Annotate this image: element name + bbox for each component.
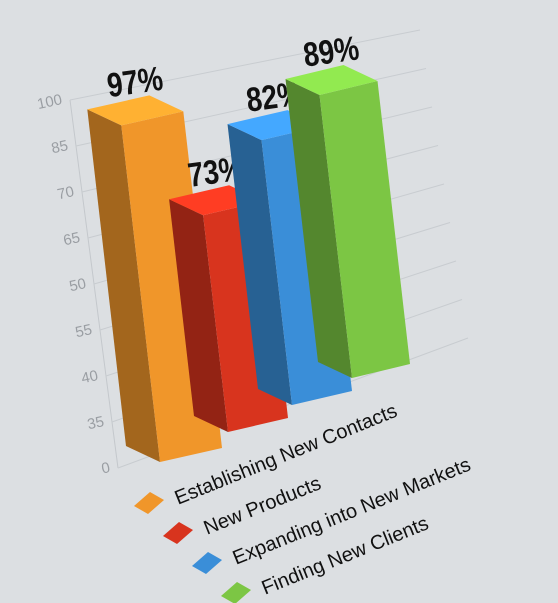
legend-swatch [163, 522, 193, 544]
legend-swatch [134, 492, 164, 514]
bar-side [87, 109, 160, 463]
y-tick-label: 65 [62, 229, 82, 249]
bar-side [169, 199, 228, 432]
bar-side [227, 124, 292, 405]
y-tick-label: 70 [56, 183, 76, 203]
bar-top [87, 95, 184, 126]
value-label: 89% [301, 29, 362, 75]
bar [319, 81, 410, 378]
bar-side [285, 79, 352, 378]
y-tick-label: 50 [68, 275, 88, 295]
value-label: 97% [105, 59, 166, 105]
y-tick-label: 100 [36, 91, 64, 113]
y-tick-label: 40 [80, 367, 100, 387]
legend-swatch [192, 552, 222, 574]
y-tick-label: 55 [74, 321, 94, 341]
y-tick-label: 0 [100, 459, 112, 477]
y-tick-label: 85 [50, 137, 70, 157]
y-tick-label: 35 [86, 413, 106, 433]
legend-swatch [221, 582, 251, 603]
grid-line [69, 29, 421, 101]
bar-top [285, 65, 378, 95]
